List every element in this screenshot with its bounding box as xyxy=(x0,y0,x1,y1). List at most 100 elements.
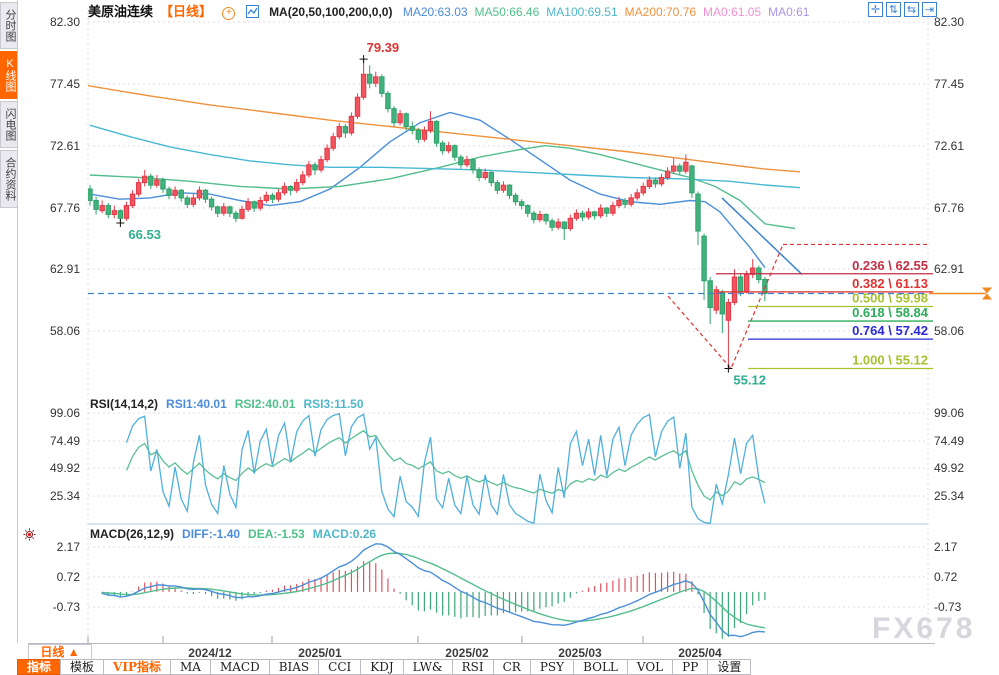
bottom-tab-bar: 指标 模板 VIP指标 MA MACD BIAS CCI KDJ LW& RSI CR PSY BOLL… xyxy=(17,659,752,675)
axis-label: 49.92 xyxy=(934,461,965,475)
indicator-tab-模板[interactable]: 模板 xyxy=(60,659,105,675)
candle xyxy=(373,76,379,84)
pan-crosshair-icon[interactable]: ✛ xyxy=(868,2,883,17)
candle xyxy=(695,193,701,232)
axis-shift-icon[interactable]: ⇆ xyxy=(904,2,919,17)
axis-label: 77.45 xyxy=(934,77,965,91)
candle xyxy=(221,206,227,214)
candle xyxy=(202,189,209,200)
indicator-tab-LW&[interactable]: LW& xyxy=(402,659,453,675)
candle xyxy=(123,205,130,219)
candle xyxy=(318,159,324,171)
price-axis-marker-icon[interactable] xyxy=(982,287,992,294)
indicator-value: DIFF:-1.40 xyxy=(182,527,241,541)
candle xyxy=(214,206,221,214)
candle xyxy=(257,199,263,209)
sidebar-tab-3[interactable]: 闪电图 xyxy=(0,101,17,148)
candle xyxy=(512,194,519,203)
candle xyxy=(263,194,270,201)
candle xyxy=(537,213,543,221)
ma-value: MA0:61 xyxy=(768,5,810,19)
indicator-tab-PP[interactable]: PP xyxy=(672,659,709,675)
indicator-tab-VIP指标[interactable]: VIP指标 xyxy=(103,659,171,675)
candle xyxy=(598,207,604,217)
indicator-settings-sun-icon[interactable] xyxy=(23,528,36,541)
watermark: FX678 xyxy=(872,612,976,645)
axis-label: 0.72 xyxy=(934,570,958,584)
axis-label: -0.73 xyxy=(52,600,80,614)
drawing-red-trendline[interactable] xyxy=(667,244,784,370)
chart-header: 美原油连续 【日线】 + MA(20,50,100,200,0,0) MA20:6… xyxy=(88,1,823,20)
symbol-title: 美原油连续 xyxy=(88,4,154,19)
period-arrow-icon: ▲ xyxy=(67,645,80,659)
candle xyxy=(622,199,628,205)
candle xyxy=(330,136,336,149)
axis-zoom-icon[interactable]: ⇅ xyxy=(886,2,901,17)
indicator-tab-指标[interactable]: 指标 xyxy=(17,659,62,675)
kline-chart-icon xyxy=(245,5,259,21)
indicator-tab-PSY[interactable]: PSY xyxy=(529,659,575,675)
x-axis-month-label: 2025/04 xyxy=(678,646,722,660)
sidebar-tab-4[interactable]: 合约资料 xyxy=(0,150,17,208)
candle xyxy=(336,126,342,138)
rsi-values: RSI1:40.01 RSI2:40.01 RSI3:11.50 xyxy=(166,397,371,411)
indicator-value: RSI3:11.50 xyxy=(303,397,364,411)
extreme-label: 66.53 xyxy=(128,227,161,242)
ma-values: MA20:63.03 MA50:66.46 MA100:69.51 MA200:70.… xyxy=(403,5,817,19)
axis-label: 82.30 xyxy=(49,15,80,29)
rsi-pane[interactable] xyxy=(125,412,766,524)
main-price-pane[interactable] xyxy=(88,59,933,370)
fib-label-0.764: 0.764 \ 57.42 xyxy=(852,323,928,338)
axis-label: 2.17 xyxy=(934,540,958,554)
indicator-tab-CR[interactable]: CR xyxy=(492,659,531,675)
indicator-tab-VOL[interactable]: VOL xyxy=(626,659,674,675)
indicator-tab-CCI[interactable]: CCI xyxy=(318,659,362,675)
circle-plus-icon[interactable]: + xyxy=(222,7,236,20)
indicator-tab-BIAS[interactable]: BIAS xyxy=(268,659,320,675)
candle xyxy=(652,179,659,185)
x-axis-month-label: 2024/12 xyxy=(188,646,232,660)
axis-label: 99.06 xyxy=(934,406,965,420)
candle xyxy=(494,182,501,191)
sidebar-tab-1[interactable]: 分时图 xyxy=(0,2,17,49)
candle xyxy=(725,301,732,321)
axis-label: 2.17 xyxy=(56,540,80,554)
candle xyxy=(196,189,203,199)
candle xyxy=(275,192,282,200)
candle xyxy=(439,142,446,152)
candle xyxy=(561,221,567,230)
candle xyxy=(281,185,288,194)
candle xyxy=(160,179,166,190)
indicator-tab-设置[interactable]: 设置 xyxy=(707,659,752,675)
collapse-right-icon[interactable]: ⇥ xyxy=(922,2,937,17)
candle xyxy=(208,198,215,208)
ma-line-MA20 xyxy=(89,111,766,269)
axis-label: 49.92 xyxy=(49,461,80,475)
ma-value: MA200:70.76 xyxy=(624,5,697,19)
indicator-tab-RSI[interactable]: RSI xyxy=(451,659,494,675)
candle xyxy=(93,199,99,210)
candle xyxy=(172,189,178,196)
drawing-blue-trendline[interactable] xyxy=(721,197,803,275)
candle xyxy=(403,113,409,128)
sidebar-tab-2[interactable]: K线图 xyxy=(0,51,17,99)
candle xyxy=(409,126,415,131)
macd-pane[interactable] xyxy=(101,543,766,639)
ma-value: MA0:61.05 xyxy=(703,5,762,19)
candle xyxy=(184,197,190,205)
candle xyxy=(379,76,385,94)
indicator-tab-MA[interactable]: MA xyxy=(169,659,211,675)
axis-label: 0.72 xyxy=(56,570,80,584)
chart-toolbar: ✛ ⇅ ⇆ ⇥ xyxy=(868,2,937,17)
candle xyxy=(129,193,136,207)
axis-label: 67.76 xyxy=(934,201,965,215)
indicator-tab-MACD[interactable]: MACD xyxy=(209,659,270,675)
candle xyxy=(446,145,452,152)
candle xyxy=(391,108,397,124)
candle xyxy=(689,165,695,194)
indicator-tab-KDJ[interactable]: KDJ xyxy=(360,659,404,675)
indicator-tab-BOLL[interactable]: BOLL xyxy=(573,659,628,675)
candle xyxy=(670,165,677,172)
period-selector[interactable]: 日线 ▲ xyxy=(28,644,92,660)
